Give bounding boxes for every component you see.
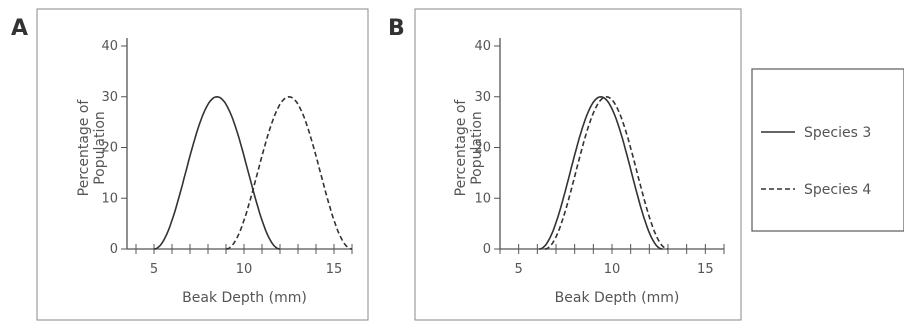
y-axis-title-b: Population	[469, 111, 485, 185]
y-axis-title-a: Percentage of	[76, 99, 92, 197]
y-axis-title-a: Population	[92, 111, 108, 185]
y-tick-label-a: 40	[101, 39, 118, 54]
legend: Species 3 Species 4	[751, 68, 904, 232]
panel-a-frame	[36, 8, 369, 321]
series-species-3-a	[153, 95, 281, 250]
panel-b: B 5 10 15 0 10 20 30 40 Beak Depth (mm) Percentag…	[388, 8, 742, 321]
x-axis-title-a: Beak Depth (mm)	[182, 290, 307, 306]
plot-a: 5 10 15 0 10 20 30 40 Beak Depth (mm) Percentage …	[76, 38, 353, 306]
x-tick-label-a: 15	[326, 262, 343, 277]
legend-label-species-3: Species 3	[804, 125, 871, 141]
y-tick-label-a: 10	[101, 191, 118, 206]
series-species-3-b	[539, 95, 663, 250]
x-tick-label-a: 5	[150, 262, 158, 277]
panel-a-letter: A	[11, 16, 28, 41]
y-tick-label-a: 0	[110, 242, 118, 257]
legend-label-species-4: Species 4	[804, 182, 871, 198]
x-tick-label-b: 15	[697, 262, 714, 277]
panel-a: A 5 10 15 0 10 20 30 40 Beak Depth (mm) Percentag…	[11, 8, 369, 321]
y-tick-label-a: 20	[101, 141, 118, 156]
panel-b-frame	[414, 8, 742, 321]
panel-b-letter: B	[388, 16, 405, 41]
legend-box	[751, 68, 904, 232]
x-axis-title-b: Beak Depth (mm)	[555, 290, 680, 306]
series-species-4-b	[544, 95, 669, 250]
plot-b: 5 10 15 0 10 20 30 40 Beak Depth (mm) Percentage …	[453, 38, 725, 306]
x-tick-label-a: 10	[236, 262, 253, 277]
series-species-4-a	[225, 95, 353, 250]
y-tick-label-b: 30	[474, 90, 491, 105]
y-tick-label-a: 30	[101, 90, 118, 105]
x-tick-label-b: 10	[604, 262, 621, 277]
y-tick-label-b: 0	[483, 242, 491, 257]
x-tick-label-b: 5	[515, 262, 523, 277]
y-axis-title-b: Percentage of	[453, 99, 469, 197]
y-tick-label-b: 10	[474, 191, 491, 206]
y-tick-label-b: 20	[474, 141, 491, 156]
y-tick-label-b: 40	[474, 39, 491, 54]
